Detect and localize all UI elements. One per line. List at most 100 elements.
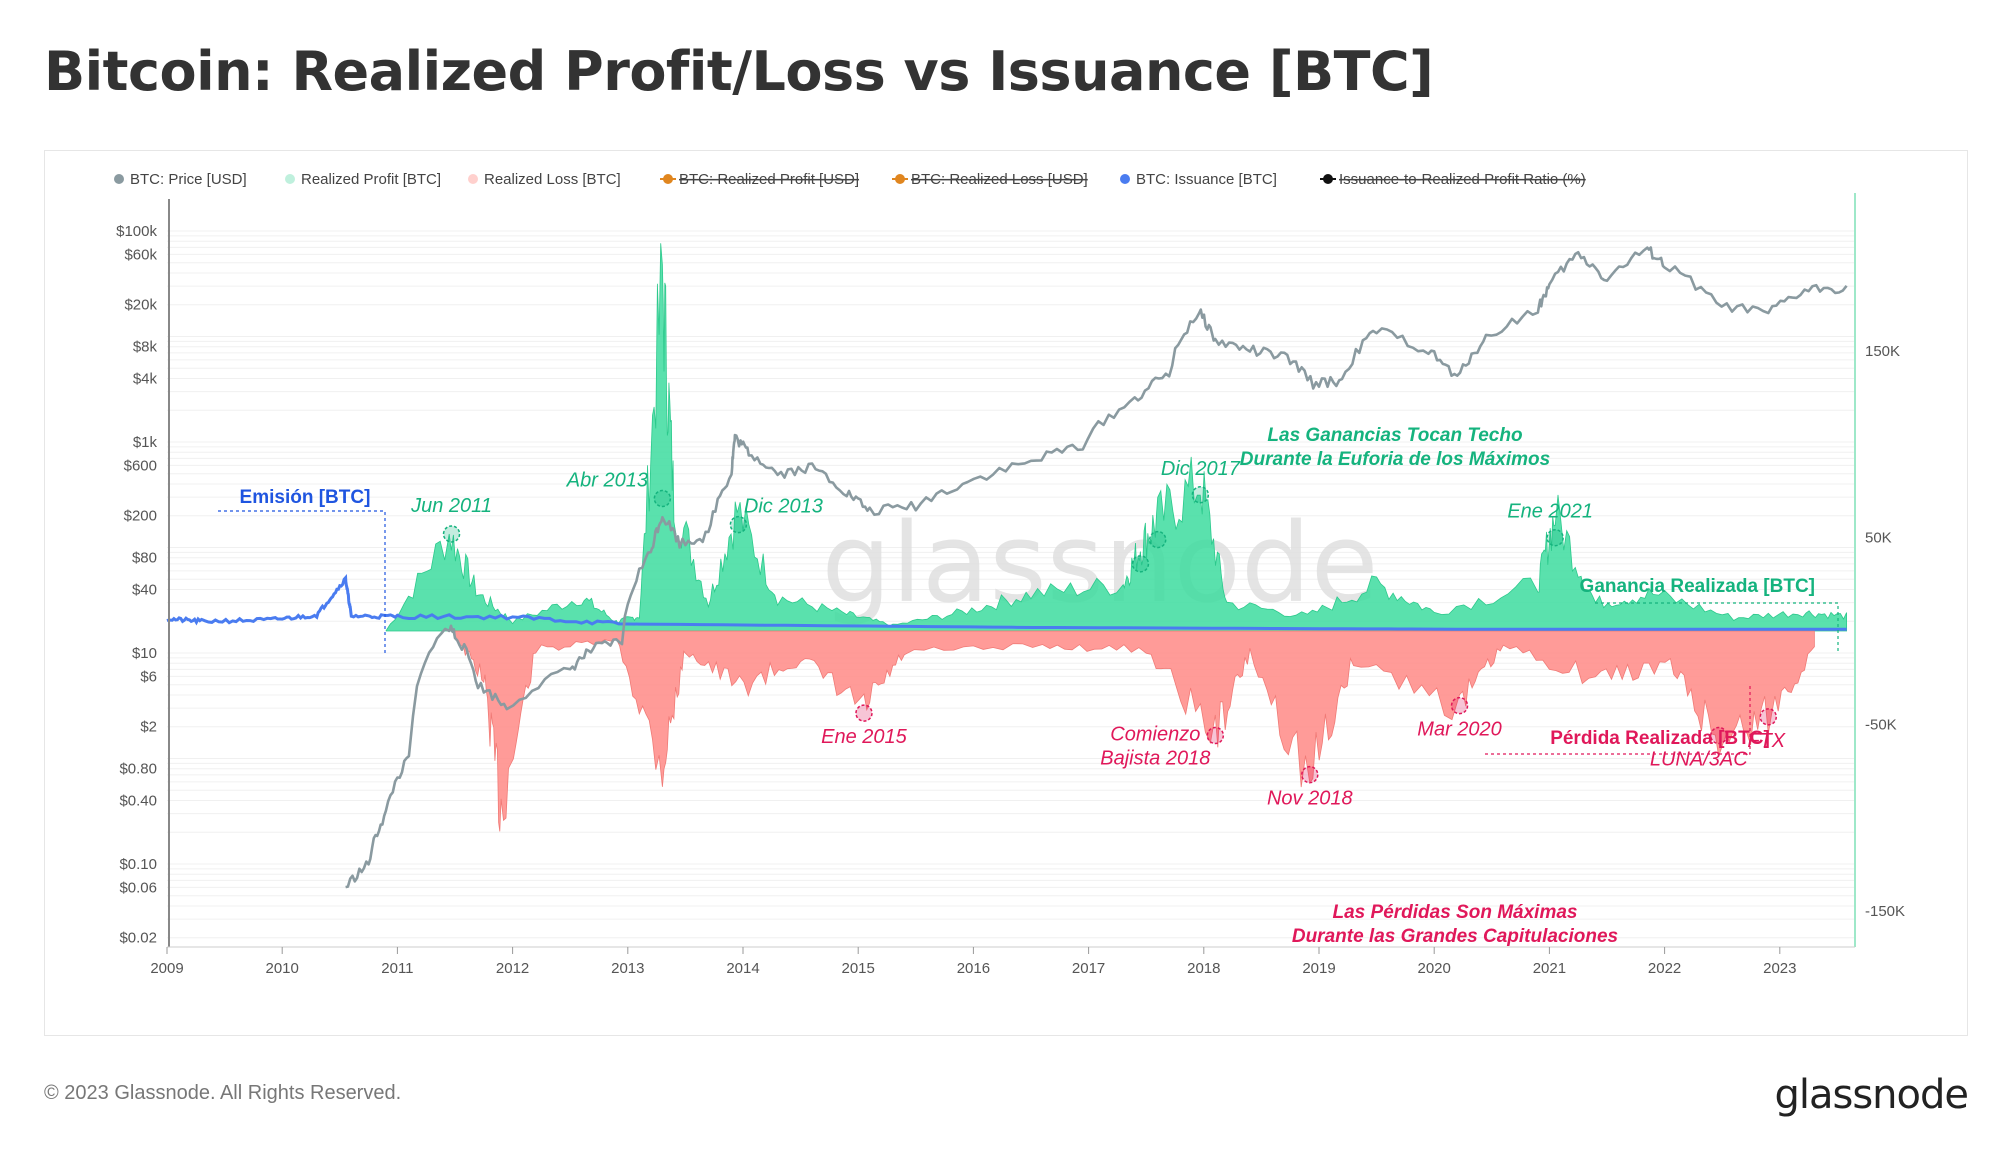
loss-trough-marker	[1301, 765, 1319, 784]
legend-item[interactable]: Realized Profit [BTC]	[285, 171, 441, 188]
legend-label: Issuance-to-Realized Profit Ratio (%)	[1339, 171, 1586, 188]
profit-peak-label: Ene 2021	[1507, 501, 1593, 523]
x-tick-label: 2018	[1187, 960, 1220, 977]
y-left-tick-label: $1k	[133, 434, 158, 451]
y-left-tick-label: $20k	[124, 297, 157, 314]
loss-trough-label: FTX	[1747, 730, 1785, 752]
legend-label: BTC: Realized Loss [USD]	[911, 171, 1088, 188]
legend-swatch	[1120, 174, 1130, 184]
legend-swatch	[285, 174, 295, 184]
x-tick-label: 2021	[1533, 960, 1566, 977]
profit-peak-marker	[653, 489, 672, 508]
loss-trough-marker	[1709, 726, 1728, 745]
x-tick-label: 2022	[1648, 960, 1681, 977]
profit-peak-label: Dic 2017	[1161, 458, 1241, 480]
legend-swatch	[468, 174, 478, 184]
y-left-tick-label: $6	[140, 668, 157, 685]
loss-trough-label: Ene 2015	[821, 726, 908, 748]
profit-peak-marker	[1191, 486, 1210, 504]
loss-title: Las Pérdidas Son Máximas Durante las Gran…	[1292, 902, 1618, 947]
x-tick-label: 2023	[1763, 960, 1796, 977]
profit-peak-marker	[1131, 555, 1150, 573]
issuance-line	[166, 573, 1847, 631]
legend-label: BTC: Price [USD]	[130, 171, 247, 188]
loss-trough-label: Comienzo Bajista 2018	[1100, 723, 1210, 769]
legend-item[interactable]: Realized Loss [BTC]	[468, 171, 621, 188]
profit-title: Las Ganancias Tocan Techo Durante la Eufo…	[1240, 425, 1550, 470]
x-tick-label: 2011	[381, 960, 413, 977]
y-left-tick-label: $8k	[133, 339, 158, 356]
issuance-series-label: Emisión [BTC]	[240, 487, 371, 508]
price-line	[345, 246, 1848, 889]
glassnode-logo: glassnode	[1774, 1072, 1969, 1118]
y-left-tick-label: $0.10	[119, 856, 157, 873]
legend-item[interactable]: BTC: Issuance [BTC]	[1120, 171, 1277, 188]
y-right-tick-label: -150K	[1865, 903, 1905, 920]
chart-frame: glassnode BTC: Price [USD] Realized Profi…	[44, 150, 1968, 1036]
plot-area	[166, 243, 1848, 889]
loss-trough-label: Nov 2018	[1267, 788, 1353, 810]
loss-trough-marker	[1759, 708, 1778, 726]
y-left-tick-label: $0.02	[119, 930, 157, 947]
y-left-tick-label: $60k	[124, 246, 157, 263]
y-left-tick-label: $0.80	[119, 761, 157, 778]
x-tick-label: 2020	[1418, 960, 1451, 977]
loss-trough-marker	[1206, 726, 1225, 745]
annotations: Jun 2011 Abr 2013 Dic 2013 Dic 2017 Ene 2021…	[218, 425, 1839, 947]
chart: glassnode BTC: Price [USD] Realized Profi…	[114, 171, 1905, 977]
profit-peak-label: Abr 2013	[566, 470, 648, 492]
y-left-tick-label: $80	[132, 550, 157, 567]
legend-item[interactable]: Issuance-to-Realized Profit Ratio (%)	[1320, 171, 1586, 188]
loss-trough-label: LUNA/3AC	[1650, 748, 1748, 770]
x-tick-label: 2014	[726, 960, 759, 977]
issuance-leader-line	[218, 510, 386, 653]
y-right-tick-label: 50K	[1865, 530, 1892, 547]
axes: $100k $60k $20k $8k $4k $1k $600 $200 $80 $40 $10 $…	[116, 193, 1905, 977]
y-left-tick-label: $0.40	[119, 792, 157, 809]
y-left-tick-label: $200	[124, 508, 157, 525]
x-tick-label: 2012	[496, 960, 529, 977]
profit-series-label: Ganancia Realizada [BTC]	[1580, 576, 1815, 597]
legend-item[interactable]: BTC: Realized Loss [USD]	[892, 171, 1088, 188]
y-left-tick-label: $4k	[133, 370, 158, 387]
profit-peak-label: Jun 2011	[410, 495, 492, 517]
legend-swatch	[114, 174, 124, 184]
y-left-tick-label: $40	[132, 581, 157, 598]
x-tick-label: 2017	[1072, 960, 1105, 977]
legend-label: BTC: Issuance [BTC]	[1136, 171, 1277, 188]
loss-trough-marker	[855, 704, 873, 722]
legend-item[interactable]: BTC: Realized Profit [USD]	[660, 171, 859, 188]
legend-item[interactable]: BTC: Price [USD]	[114, 171, 247, 188]
y-left-tick-label: $100k	[116, 223, 157, 240]
y-left-tick-label: $2	[140, 719, 157, 736]
x-tick-label: 2010	[266, 960, 299, 977]
x-tick-label: 2009	[150, 960, 183, 977]
legend-label: Realized Loss [BTC]	[484, 171, 621, 188]
gridlines	[167, 230, 1855, 939]
loss-trough-label: Mar 2020	[1417, 719, 1502, 741]
profit-peak-marker	[729, 515, 748, 534]
legend: BTC: Price [USD] Realized Profit [BTC] Rea…	[114, 171, 1586, 188]
legend-label: BTC: Realized Profit [USD]	[679, 171, 859, 188]
x-tick-label: 2019	[1302, 960, 1335, 977]
x-tick-label: 2015	[842, 960, 875, 977]
x-tick-label: 2016	[957, 960, 990, 977]
loss-trough-marker	[1450, 696, 1469, 715]
profit-peak-marker	[1148, 530, 1167, 549]
y-left-tick-label: $10	[132, 645, 157, 662]
y-right-tick-label: -50K	[1865, 716, 1897, 733]
loss-leader-line	[1485, 686, 1751, 755]
x-tick-label: 2013	[611, 960, 644, 977]
y-right-tick-label: 150K	[1865, 343, 1900, 360]
y-left-tick-label: $600	[124, 457, 157, 474]
page-title: Bitcoin: Realized Profit/Loss vs Issuanc…	[44, 40, 1434, 103]
legend-label: Realized Profit [BTC]	[301, 171, 441, 188]
profit-leader-line	[1595, 602, 1839, 654]
loss-series-label: Pérdida Realizada [BTC]	[1550, 728, 1770, 749]
profit-peak-marker	[442, 525, 461, 543]
y-left-tick-label: $0.06	[119, 879, 157, 896]
profit-peak-label: Dic 2013	[744, 496, 823, 518]
realized-profit-area	[385, 243, 1848, 632]
profit-peak-marker	[1546, 528, 1564, 547]
copyright-text: © 2023 Glassnode. All Rights Reserved.	[44, 1082, 402, 1104]
